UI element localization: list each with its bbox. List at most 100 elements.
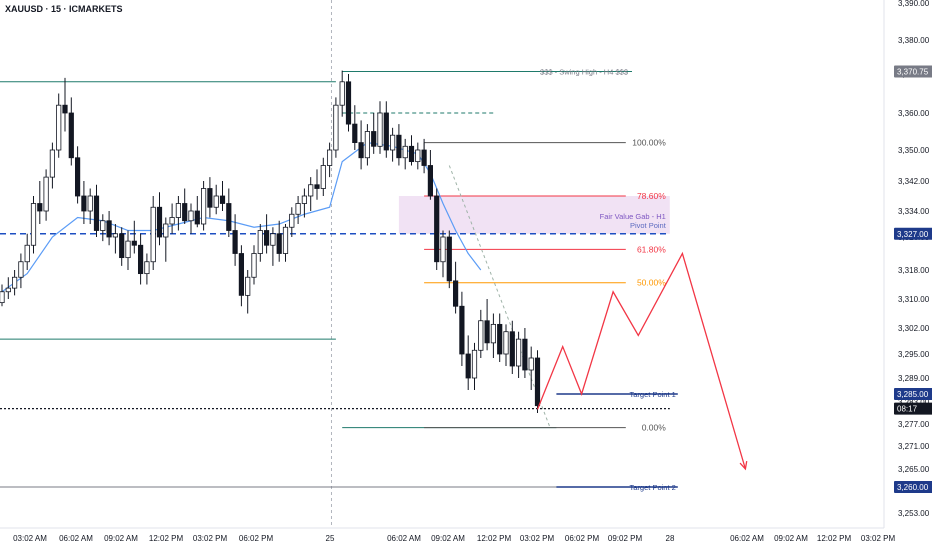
candle-bear [452, 280, 459, 307]
candle-bull [333, 104, 339, 151]
candle-bull [478, 320, 484, 351]
candle-bull [112, 233, 118, 238]
candle-bear [226, 203, 232, 231]
y-tick-label: 3,390.00 [898, 0, 930, 8]
x-tick-label: 03:02 PM [520, 534, 555, 543]
price-tag [894, 388, 932, 400]
fib-label-50-00: 50.00% [637, 278, 666, 288]
candle-bull [503, 331, 509, 355]
candle-bear [314, 184, 320, 189]
price-tag-label: 3,327.00 [897, 230, 929, 239]
candle-bear [131, 240, 137, 246]
candle-bull [163, 223, 169, 238]
candle-bear [421, 149, 427, 166]
candle-bull [326, 149, 333, 166]
x-tick-label: 06:02 AM [59, 534, 93, 543]
fvg-label: Fair Value Gab - H1 [600, 212, 666, 221]
candle-bear [182, 203, 188, 222]
candle-bull [270, 233, 276, 246]
x-tick-label: 09:02 AM [104, 534, 138, 543]
candle-bull [144, 261, 150, 275]
candle-bull [295, 203, 301, 215]
x-tick-label: 12:02 PM [817, 534, 852, 543]
candle-bear [156, 206, 163, 238]
candle-bear [358, 142, 364, 159]
candle-bear [396, 134, 402, 159]
candle-bull [200, 188, 207, 225]
fib-label-61-80: 61.80% [637, 244, 666, 254]
candle-bull [471, 349, 478, 379]
candle-bull [175, 203, 181, 218]
price-tag-label: 3,370.75 [897, 67, 929, 76]
fib-label-78-60: 78.60% [637, 191, 666, 201]
candle-bear [434, 195, 440, 263]
candle-bull [282, 226, 289, 254]
x-tick-label: 09:02 PM [608, 534, 643, 543]
candle-bull [308, 184, 314, 197]
candle-bull [5, 287, 11, 293]
candle-bear [207, 188, 213, 208]
candle-bear [238, 253, 244, 296]
candle-bull [377, 112, 383, 147]
candle-bear [137, 244, 144, 275]
candle-bull [18, 261, 24, 278]
candle-bull [402, 145, 408, 159]
candle-bull [87, 195, 93, 212]
candle-bear [459, 305, 465, 355]
target-label-2: Target Point 2 [630, 483, 676, 492]
candle-bull [415, 149, 421, 163]
x-tick-label: 03:02 PM [861, 534, 896, 543]
y-tick-label: 3,277.00 [898, 420, 930, 429]
candle-bull [364, 131, 371, 159]
candle-bull [490, 323, 497, 344]
price-tag [894, 402, 932, 415]
candle-bear [408, 145, 415, 163]
candle-bull [339, 81, 345, 106]
candle-bull [188, 210, 194, 222]
candle-bull [30, 203, 37, 246]
candle-bear [383, 112, 389, 151]
x-tick-label: 03:02 PM [193, 534, 228, 543]
candle-bull [169, 217, 175, 225]
target-label-1: Target Point 1 [630, 390, 676, 399]
projection-path [536, 251, 747, 470]
price-tag [894, 65, 932, 78]
candle-bear [465, 353, 471, 379]
candle-bear [534, 357, 541, 407]
candle-bull [301, 195, 308, 204]
candle-bear [345, 81, 352, 125]
x-tick-label: 03:02 AM [13, 534, 47, 543]
x-tick-label: 06:02 AM [730, 534, 764, 543]
candle-bear [219, 195, 226, 204]
candle-bear [497, 323, 503, 355]
candle-bull [245, 276, 251, 296]
x-tick-label: 06:02 AM [387, 534, 421, 543]
y-tick-label: 3,271.00 [898, 442, 930, 451]
candle-bull [125, 240, 131, 259]
x-tick-label: 06:02 PM [239, 534, 274, 543]
y-tick-label: 3,318.00 [898, 266, 930, 275]
y-tick-label: 3,289.00 [898, 374, 930, 383]
x-tick-label: 09:02 AM [774, 534, 808, 543]
candle-bull [289, 213, 295, 228]
y-tick-label: 3,310.00 [898, 295, 930, 304]
candle-bull [11, 276, 18, 289]
x-tick-label: 09:02 AM [431, 534, 465, 543]
candle-bear [263, 230, 270, 246]
candle-bull [0, 291, 5, 304]
candle-bear [427, 165, 434, 197]
price-tag-label: 3,260.00 [897, 483, 929, 492]
candle-bear [81, 195, 87, 212]
candle-bear [62, 104, 68, 114]
candle-bull [251, 253, 257, 278]
candle-bear [194, 210, 200, 225]
y-tick-label: 3,265.00 [898, 465, 930, 474]
candle-bull [49, 149, 56, 178]
candle-bull [528, 357, 534, 371]
fvg-zone [398, 196, 670, 234]
price-tag [894, 481, 932, 493]
candles-group [0, 70, 541, 413]
y-tick-label: 3,380.00 [898, 36, 930, 45]
